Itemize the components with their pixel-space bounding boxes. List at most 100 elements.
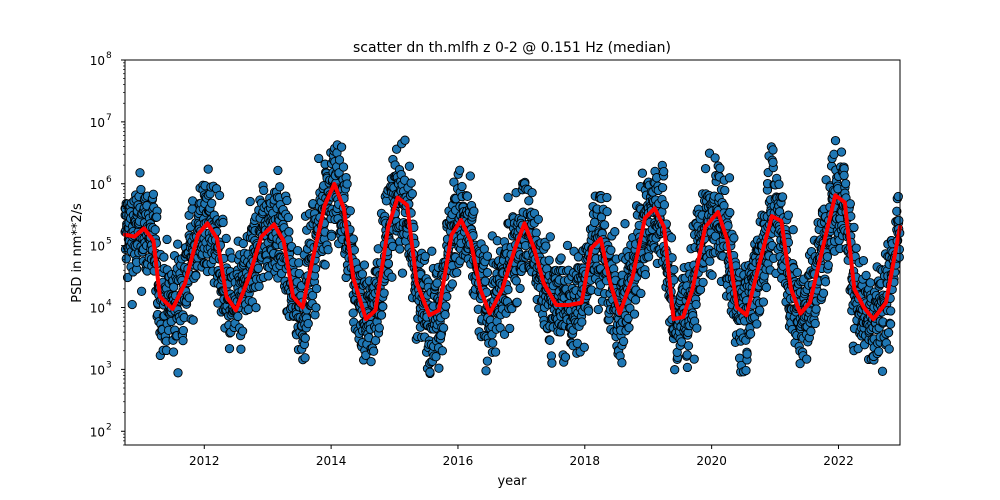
scatter-point [610,227,620,237]
scatter-point [436,330,446,341]
scatter-point [777,192,788,202]
scatter-point [858,255,869,266]
scatter-point [503,192,513,203]
scatter-point [512,297,522,307]
scatter-point [397,268,408,278]
scatter-point [758,297,769,307]
y-tick-exponent: 2 [106,422,112,432]
scatter-point [284,227,294,237]
y-tick-exponent: 3 [106,360,112,370]
scatter-point [839,170,849,181]
scatter-point [830,135,841,146]
scatter-point [168,347,179,357]
scatter-point [643,252,654,262]
scatter-point [885,319,896,329]
scatter-point [395,244,405,254]
scatter-point [593,304,603,315]
y-tick-exponent: 6 [106,175,112,185]
scatter-point [233,311,243,322]
scatter-point [792,267,802,278]
scatter-point [300,353,310,363]
scatter-point [136,286,147,296]
scatter-point [822,252,833,262]
scatter-point [515,283,525,294]
scatter-point [273,165,283,176]
scatter-point [840,178,851,189]
y-tick-label: 10 [90,54,105,68]
scatter-point [720,185,730,196]
x-tick-label: 2018 [570,454,601,468]
scatter-point [282,195,292,206]
scatter-point [359,260,370,270]
scatter-point [705,256,715,266]
scatter-point [877,366,888,376]
scatter-point [173,368,183,378]
scatter-point [874,346,884,357]
scatter-point [366,356,376,367]
median-line-layer [123,181,902,322]
scatter-point [482,267,493,278]
scatter-point [127,299,137,310]
scatter-point [224,343,235,354]
scatter-point [275,182,285,192]
scatter-point [294,258,304,268]
scatter-point [407,189,417,199]
scatter-point [818,288,829,298]
scatter-point [761,282,772,293]
scatter-point [689,354,699,364]
scatter-point [589,217,600,228]
scatter-point [425,367,435,377]
scatter-point [207,198,217,208]
scatter-point [173,239,183,249]
scatter-point [788,225,798,235]
scatter-point [892,206,902,216]
y-tick-exponent: 5 [106,237,112,247]
scatter-point [259,185,269,196]
scatter-point [203,164,213,174]
scatter-point [373,244,383,254]
y-axis-label: PSD in nm**2/s [70,203,85,303]
x-axis: 2012 2014 2016 2018 2020 2022 [189,445,854,468]
scatter-point [774,179,784,189]
scatter-point [427,246,437,256]
scatter-point [698,277,708,288]
scatter-point [251,302,261,313]
scatter-point [715,163,725,173]
scatter-point [320,260,330,270]
scatter-point [683,341,694,351]
scatter-point [676,337,687,347]
scatter-point [623,313,633,324]
scatter-point [682,362,693,373]
scatter-point [457,181,467,192]
scatter-point [572,338,582,348]
scatter-point [178,325,188,336]
scatter-point [810,318,820,329]
scatter-point [884,344,894,354]
scatter-point [221,233,231,244]
scatter-point [659,200,670,210]
scatter-point [455,165,465,175]
y-tick-exponent: 8 [106,51,112,61]
scatter-point [524,196,534,206]
y-tick-exponent: 4 [106,299,112,309]
scatter-point [783,210,793,220]
scatter-point [811,304,821,314]
scatter-point [724,173,735,183]
scatter-point [742,349,752,359]
scatter-point [636,288,646,299]
scatter-point [441,301,451,311]
scatter-point [659,166,669,177]
scatter-point [511,276,521,286]
scatter-point [334,155,345,165]
scatter-point [849,222,859,233]
scatter-point [406,178,416,188]
scatter-point [345,206,355,216]
scatter-point [336,142,347,152]
scatter-point [768,145,778,155]
scatter-point [438,323,449,333]
scatter-point [254,281,264,291]
scatter-point [562,240,573,251]
scatter-point [300,333,310,343]
